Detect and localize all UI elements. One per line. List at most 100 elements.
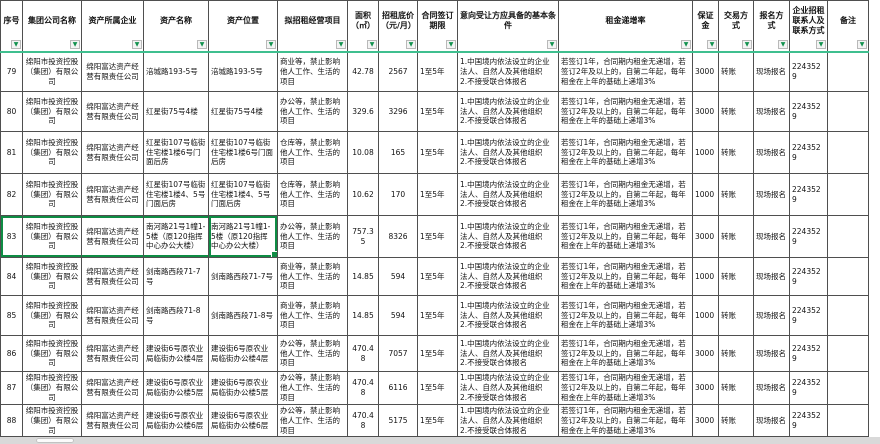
cell-term[interactable]: 1至5年 [417, 335, 458, 372]
cell-note[interactable] [827, 371, 869, 405]
cell-group[interactable]: 绵阳市投资控股（集团）有限公司 [22, 215, 82, 258]
filter-dropdown-icon[interactable]: ▼ [70, 39, 80, 49]
cell-trade[interactable]: 转账 [718, 403, 754, 438]
cell-conditions[interactable]: 1.中国境内依法设立的企业法人、自然人及其他组织 2.不接受联合体报名 [457, 51, 559, 92]
cell-signup[interactable]: 现场报名 [753, 335, 790, 372]
filter-dropdown-icon[interactable]: ▼ [336, 39, 346, 49]
cell-price[interactable]: 165 [378, 131, 418, 174]
cell-term[interactable]: 1至5年 [417, 295, 458, 336]
cell-increase[interactable]: 若签订1年，合同期内租金无递增，若签订2年及以上的，自第二年起，每年租金在上年的… [558, 257, 693, 296]
cell-area[interactable]: 470.48 [347, 403, 379, 438]
cell-asset_name[interactable]: 涪城路193-5号 [143, 51, 209, 92]
scrollbar-thumb[interactable] [36, 438, 74, 443]
cell-increase[interactable]: 若签订1年，合同期内租金无递增，若签订2年及以上的，自第二年起，每年租金在上年的… [558, 371, 693, 405]
cell-deposit[interactable]: 3000 [692, 91, 719, 132]
cell-seq[interactable]: 80 [0, 91, 23, 132]
cell-business[interactable]: 仓库等，禁止影响他人工作、生活的项目 [277, 173, 348, 216]
cell-area[interactable]: 10.62 [347, 173, 379, 216]
cell-business[interactable]: 商业等，禁止影响他人工作、生活的项目 [277, 51, 348, 92]
cell-location[interactable]: 建设街6号原农业局临街办公楼4层 [208, 335, 278, 372]
cell-group[interactable]: 绵阳市投资控股（集团）有限公司 [22, 257, 82, 296]
cell-conditions[interactable]: 1.中国境内依法设立的企业法人、自然人及其他组织 2.不接受联合体报名 [457, 257, 559, 296]
cell-signup[interactable]: 现场报名 [753, 173, 790, 216]
cell-business[interactable]: 办公等，禁止影响他人工作、生活的项目 [277, 91, 348, 132]
cell-trade[interactable]: 转账 [718, 215, 754, 258]
filter-dropdown-icon[interactable]: ▼ [707, 39, 717, 49]
cell-deposit[interactable]: 1000 [692, 295, 719, 336]
cell-term[interactable]: 1至5年 [417, 131, 458, 174]
cell-deposit[interactable]: 3000 [692, 215, 719, 258]
cell-increase[interactable]: 若签订1年，合同期内租金无递增，若签订2年及以上的，自第二年起，每年租金在上年的… [558, 295, 693, 336]
cell-trade[interactable]: 转账 [718, 91, 754, 132]
cell-owner[interactable]: 绵阳富达资产经营有限责任公司 [81, 215, 144, 258]
cell-price[interactable]: 170 [378, 173, 418, 216]
cell-business[interactable]: 办公等，禁止影响他人工作、生活的项目 [277, 215, 348, 258]
cell-area[interactable]: 14.85 [347, 257, 379, 296]
cell-group[interactable]: 绵阳市投资控股（集团）有限公司 [22, 371, 82, 405]
cell-group[interactable]: 绵阳市投资控股（集团）有限公司 [22, 173, 82, 216]
filter-dropdown-icon[interactable]: ▼ [367, 39, 377, 49]
cell-location[interactable]: 红星街107号临街住宅楼1楼4、5号门面后房 [208, 173, 278, 216]
cell-term[interactable]: 1至5年 [417, 51, 458, 92]
cell-price[interactable]: 8326 [378, 215, 418, 258]
cell-conditions[interactable]: 1.中国境内依法设立的企业法人、自然人及其他组织 2.不接受联合体报名 [457, 215, 559, 258]
cell-signup[interactable]: 现场报名 [753, 371, 790, 405]
cell-term[interactable]: 1至5年 [417, 257, 458, 296]
cell-asset_name[interactable]: 红星街107号临街住宅楼1楼4、5号门面后房 [143, 173, 209, 216]
cell-business[interactable]: 商业等，禁止影响他人工作、生活的项目 [277, 257, 348, 296]
filter-dropdown-icon[interactable]: ▼ [742, 39, 752, 49]
cell-contact[interactable]: 2243529 [789, 335, 828, 372]
cell-group[interactable]: 绵阳市投资控股（集团）有限公司 [22, 403, 82, 438]
cell-seq[interactable]: 86 [0, 335, 23, 372]
cell-contact[interactable]: 2243529 [789, 215, 828, 258]
cell-conditions[interactable]: 1.中国境内依法设立的企业法人、自然人及其他组织 2.不接受联合体报名 [457, 173, 559, 216]
cell-increase[interactable]: 若签订1年，合同期内租金无递增，若签订2年及以上的，自第二年起，每年租金在上年的… [558, 335, 693, 372]
cell-note[interactable] [827, 257, 869, 296]
filter-dropdown-icon[interactable]: ▼ [132, 39, 142, 49]
cell-location[interactable]: 建设街6号原农业局临街办公楼6层 [208, 403, 278, 438]
cell-price[interactable]: 7057 [378, 335, 418, 372]
cell-contact[interactable]: 2243529 [789, 51, 828, 92]
cell-trade[interactable]: 转账 [718, 51, 754, 92]
cell-note[interactable] [827, 335, 869, 372]
cell-owner[interactable]: 绵阳富达资产经营有限责任公司 [81, 173, 144, 216]
cell-signup[interactable]: 现场报名 [753, 403, 790, 438]
cell-business[interactable]: 仓库等，禁止影响他人工作、生活的项目 [277, 131, 348, 174]
cell-seq[interactable]: 79 [0, 51, 23, 92]
cell-asset_name[interactable]: 红星街75号4楼 [143, 91, 209, 132]
cell-trade[interactable]: 转账 [718, 371, 754, 405]
cell-location[interactable]: 红星街75号4楼 [208, 91, 278, 132]
filter-dropdown-icon[interactable]: ▼ [266, 39, 276, 49]
cell-trade[interactable]: 转账 [718, 131, 754, 174]
cell-term[interactable]: 1至5年 [417, 215, 458, 258]
cell-contact[interactable]: 2243529 [789, 257, 828, 296]
cell-trade[interactable]: 转账 [718, 335, 754, 372]
cell-seq[interactable]: 84 [0, 257, 23, 296]
cell-signup[interactable]: 现场报名 [753, 295, 790, 336]
cell-note[interactable] [827, 131, 869, 174]
cell-area[interactable]: 329.6 [347, 91, 379, 132]
cell-conditions[interactable]: 1.中国境内依法设立的企业法人、自然人及其他组织 2.不接受联合体报名 [457, 371, 559, 405]
cell-signup[interactable]: 现场报名 [753, 91, 790, 132]
cell-group[interactable]: 绵阳市投资控股（集团）有限公司 [22, 335, 82, 372]
cell-owner[interactable]: 绵阳富达资产经营有限责任公司 [81, 335, 144, 372]
cell-owner[interactable]: 绵阳富达资产经营有限责任公司 [81, 403, 144, 438]
cell-asset_name[interactable]: 建设街6号原农业局临街办公楼5层 [143, 371, 209, 405]
cell-trade[interactable]: 转账 [718, 173, 754, 216]
cell-area[interactable]: 470.48 [347, 371, 379, 405]
cell-asset_name[interactable]: 建设街6号原农业局临街办公楼6层 [143, 403, 209, 438]
cell-asset_name[interactable]: 南河路21号1幢1-5楼（原120指挥中心办公大楼） [143, 215, 209, 258]
cell-owner[interactable]: 绵阳富达资产经营有限责任公司 [81, 257, 144, 296]
selected-cell[interactable]: 南河路21号1幢1-5楼（原120指挥中心办公大楼） [208, 215, 278, 258]
filter-dropdown-icon[interactable]: ▼ [816, 39, 826, 49]
cell-asset_name[interactable]: 剑南路西段71-7号 [143, 257, 209, 296]
cell-increase[interactable]: 若签订1年，合同期内租金无递增，若签订2年及以上的，自第二年起，每年租金在上年的… [558, 173, 693, 216]
cell-group[interactable]: 绵阳市投资控股（集团）有限公司 [22, 91, 82, 132]
cell-contact[interactable]: 2243529 [789, 173, 828, 216]
horizontal-scrollbar[interactable] [0, 437, 880, 444]
filter-dropdown-icon[interactable]: ▼ [446, 39, 456, 49]
cell-location[interactable]: 涪城路193-5号 [208, 51, 278, 92]
cell-price[interactable]: 5175 [378, 403, 418, 438]
cell-area[interactable]: 470.48 [347, 335, 379, 372]
cell-deposit[interactable]: 3000 [692, 403, 719, 438]
